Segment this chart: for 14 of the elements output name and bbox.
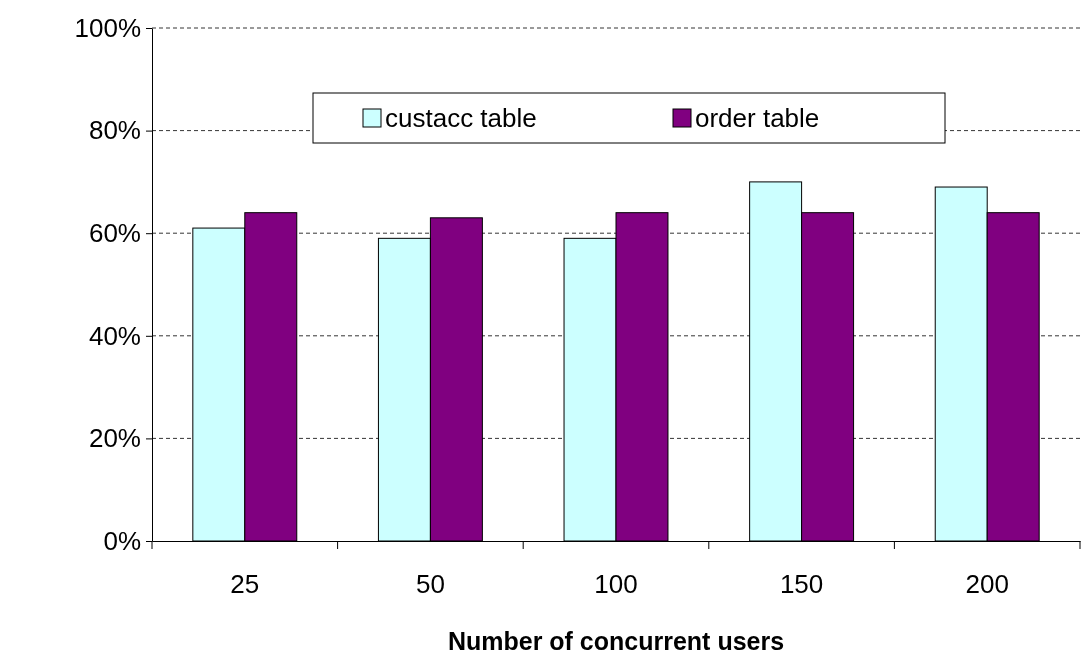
y-tick-label: 20% bbox=[88, 423, 141, 454]
y-tick-label: 80% bbox=[88, 115, 141, 146]
x-tick-label: 25 bbox=[230, 569, 260, 600]
x-tick-label: 50 bbox=[415, 569, 445, 600]
x-tick-label: 150 bbox=[779, 569, 824, 600]
legend-label: order table bbox=[695, 103, 820, 133]
y-tick-label: 100% bbox=[74, 12, 141, 43]
y-tick-label: 60% bbox=[88, 218, 141, 249]
y-tick-label: 0% bbox=[103, 525, 141, 556]
y-tick-label: 40% bbox=[88, 320, 141, 351]
legend-label: custacc table bbox=[385, 103, 537, 133]
x-axis-title: Number of concurrent users bbox=[447, 627, 785, 655]
x-tick-label: 100 bbox=[594, 569, 638, 600]
x-tick-label: 200 bbox=[965, 569, 1009, 600]
